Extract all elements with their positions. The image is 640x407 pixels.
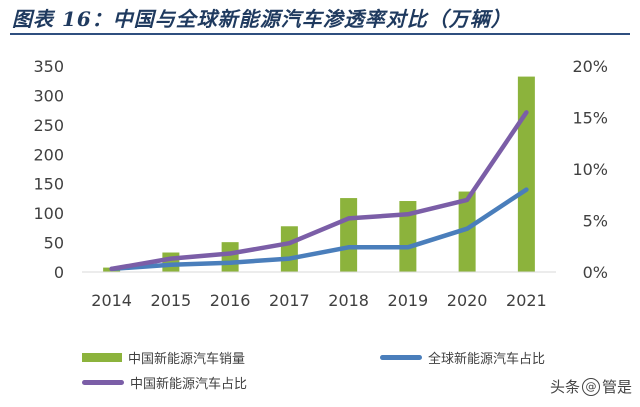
y-tick-label: 300 <box>33 86 64 105</box>
series-line-china-share <box>109 110 529 272</box>
title-underline <box>10 33 630 35</box>
x-tick-label: 2016 <box>210 291 251 310</box>
watermark-name: 管是 <box>601 378 632 396</box>
bar <box>399 201 417 272</box>
page-title: 图表 16：中国与全球新能源汽车渗透率对比（万辆） <box>12 7 512 31</box>
y-tick-label: 100 <box>33 204 64 223</box>
y2-tick-label: 10% <box>572 160 608 179</box>
x-tick-label: 2017 <box>269 291 310 310</box>
y2-tick-label: 5% <box>583 212 608 231</box>
bar <box>280 226 298 272</box>
watermark-prefix: 头条 <box>549 378 580 396</box>
y-tick-label: 50 <box>44 234 64 253</box>
series-line-global-share <box>109 187 529 272</box>
x-tick-label: 2018 <box>328 291 369 310</box>
x-tick-label: 2020 <box>447 291 488 310</box>
bar <box>340 198 358 272</box>
x-tick-label: 2021 <box>506 291 547 310</box>
y2-tick-label: 15% <box>572 109 608 128</box>
legend-item-china-share: 中国新能源汽车占比 <box>82 373 247 392</box>
x-tick-label: 2019 <box>388 291 429 310</box>
legend-item-china-sales: 中国新能源汽车销量 <box>82 348 245 367</box>
at-icon: @ <box>581 377 600 396</box>
legend-item-global-share: 全球新能源汽车占比 <box>380 348 545 367</box>
x-tick-label: 2014 <box>91 291 132 310</box>
y-tick-label: 250 <box>33 116 64 135</box>
legend-label: 全球新能源汽车占比 <box>428 352 546 367</box>
y-tick-label: 150 <box>33 175 64 194</box>
y2-tick-label: 0% <box>583 263 608 282</box>
legend-label: 中国新能源汽车销量 <box>128 352 246 367</box>
legend-swatch-bar <box>82 353 122 362</box>
title-bar: 图表 16：中国与全球新能源汽车渗透率对比（万辆） <box>0 0 640 36</box>
y-tick-label: 200 <box>33 145 64 164</box>
legend-label: 中国新能源汽车占比 <box>130 377 248 392</box>
bar <box>221 242 239 272</box>
bar <box>517 76 535 272</box>
legend-swatch-line <box>82 380 124 385</box>
y2-tick-label: 20% <box>572 57 608 76</box>
legend-swatch-line <box>380 355 422 360</box>
bar <box>162 252 180 272</box>
x-tick-label: 2015 <box>151 291 192 310</box>
y-tick-label: 0 <box>54 263 64 282</box>
watermark: 头条 @ 管是 <box>550 376 632 397</box>
y-tick-label: 350 <box>33 57 64 76</box>
bar <box>458 191 476 272</box>
